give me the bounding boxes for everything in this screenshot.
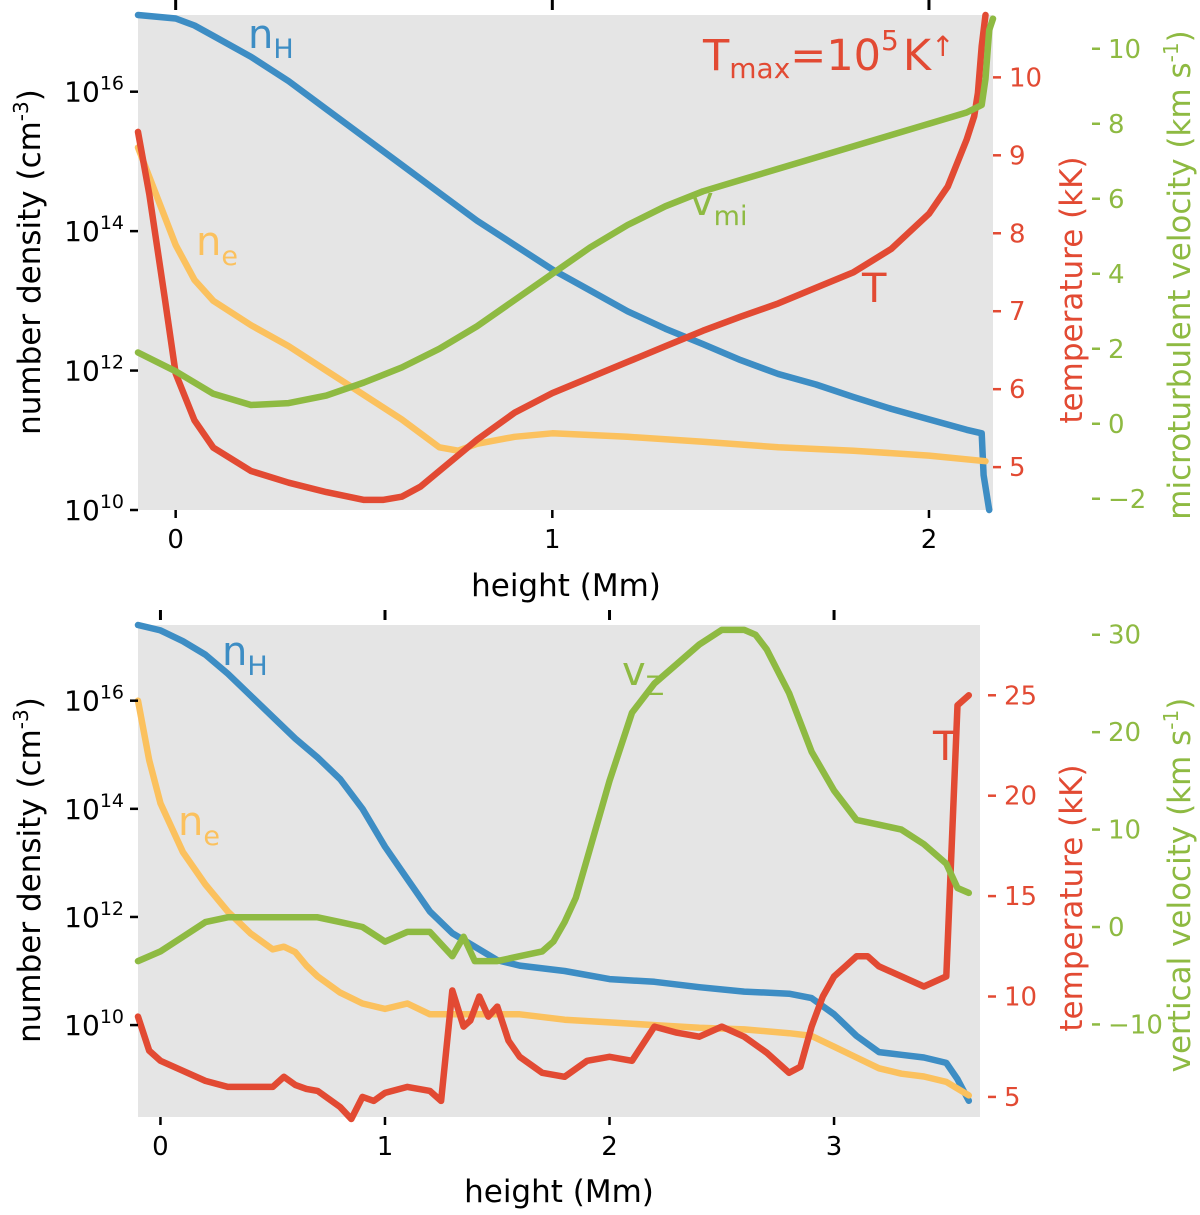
velocity-tick-label: 2 — [1108, 335, 1125, 365]
series-layer — [134, 11, 997, 514]
velocity-tick-label: 30 — [1108, 621, 1141, 651]
panel-top: 0 1 2 1010 1012 1014 1016 5 6 7 8 9 10 −2 0 2 4 6 8 10 numb… — [9, 0, 1198, 604]
velocity-tick-label: −2 — [1108, 485, 1146, 515]
velocity-tick-label: −10 — [1108, 1010, 1163, 1040]
label-T: T — [861, 266, 887, 312]
velocity-tick-label: 6 — [1108, 185, 1125, 215]
temperature-tick-label: 15 — [1004, 882, 1037, 912]
y-tick-label: 1010 — [64, 491, 124, 527]
temperature-axis-label: temperature (kK) — [1054, 156, 1090, 423]
temperature-tick-label: 8 — [1009, 219, 1026, 249]
y-tick-label: 1010 — [64, 1006, 124, 1042]
x-tick-label: 1 — [377, 1132, 394, 1162]
x-axis-label: height (Mm) — [471, 568, 661, 604]
label-ne: ne — [196, 219, 238, 272]
label-ne: ne — [178, 799, 220, 852]
y-tick-label: 1016 — [64, 682, 124, 718]
velocity-line — [134, 15, 997, 409]
velocity-line — [134, 626, 973, 965]
temperature-tick-label: 9 — [1009, 141, 1026, 171]
temperature-tick-label: 7 — [1009, 297, 1026, 327]
x-tick-label: 1 — [544, 525, 561, 555]
temperature-tick-label: 5 — [1004, 1083, 1021, 1113]
label-vz: vZ — [622, 649, 664, 702]
series-layer — [134, 621, 973, 1123]
temperature-tick-label: 5 — [1009, 453, 1026, 483]
velocity-tick-label: 10 — [1108, 816, 1141, 846]
label-nH: nH — [222, 629, 268, 682]
y-tick-label: 1014 — [64, 212, 124, 248]
x-tick-label: 2 — [921, 525, 938, 555]
temperature-tick-label: 25 — [1004, 681, 1037, 711]
ne-line — [134, 144, 989, 465]
temperature-line — [134, 11, 989, 504]
velocity-tick-label: 10 — [1108, 35, 1141, 65]
velocity-tick-label: 20 — [1108, 718, 1141, 748]
ticks-layer: 0 1 2 1010 1012 1014 1016 5 6 7 8 9 10 −2 0 2 4 6 8 10 — [64, 0, 1146, 555]
label-vmi: vmi — [690, 179, 747, 232]
label-T: T — [932, 724, 958, 770]
temperature-tick-label: 10 — [1009, 63, 1042, 93]
left-axis-label: number density (cm-3) — [9, 697, 48, 1043]
x-tick-label: 0 — [167, 525, 184, 555]
velocity-tick-label: 0 — [1108, 410, 1125, 440]
y-tick-label: 1012 — [64, 352, 124, 388]
y-tick-label: 1014 — [64, 790, 124, 826]
temperature-tick-label: 6 — [1009, 375, 1026, 405]
x-axis-label: height (Mm) — [464, 1174, 654, 1210]
label-nH: nH — [248, 12, 294, 65]
y-tick-label: 1016 — [64, 73, 124, 109]
plot-area — [138, 625, 980, 1117]
velocity-tick-label: 0 — [1108, 913, 1125, 943]
nH-line — [134, 11, 993, 514]
temperature-tick-label: 10 — [1004, 983, 1037, 1013]
velocity-tick-label: 8 — [1108, 110, 1125, 140]
x-tick-label: 3 — [826, 1132, 843, 1162]
label-tmax: Tmax=105K↑ — [702, 24, 955, 85]
velocity-tick-label: 4 — [1108, 260, 1125, 290]
velocity-axis-label: vertical velocity (km s-1) — [1159, 698, 1198, 1073]
x-tick-label: 0 — [152, 1132, 169, 1162]
left-axis-label: number density (cm-3) — [9, 89, 48, 435]
temperature-axis-label: temperature (kK) — [1054, 764, 1090, 1031]
y-tick-label: 1012 — [64, 898, 124, 934]
temperature-tick-label: 20 — [1004, 782, 1037, 812]
x-tick-label: 2 — [601, 1132, 618, 1162]
panel-bottom: 0 1 2 31010101210141016510152025−100102030 … — [9, 610, 1198, 1210]
ticks-layer: 0 1 2 3 1010 1012 1014 1016 5 10 15 20 25 −10 0 10 20 30 — [64, 610, 1163, 1162]
velocity-axis-label: microturbulent velocity (km s-1) — [1159, 30, 1198, 519]
temperature-line — [134, 692, 973, 1123]
